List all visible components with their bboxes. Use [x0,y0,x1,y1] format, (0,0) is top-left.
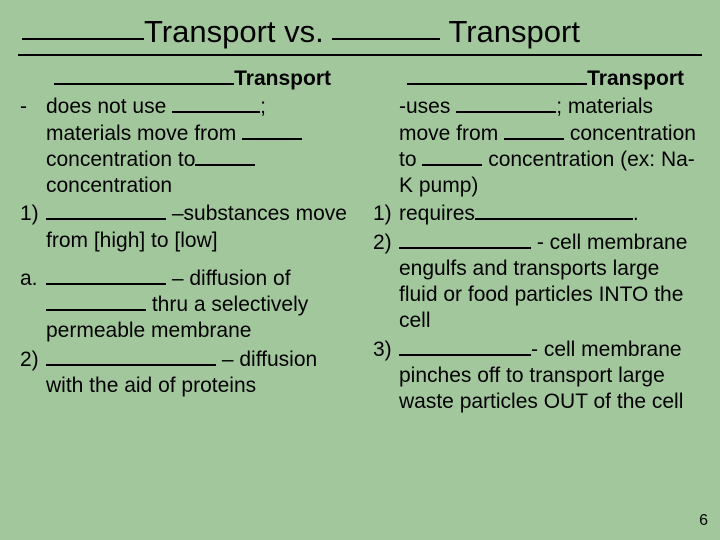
title-blank-2 [332,38,440,40]
slide-title: Transport vs. Transport [18,14,702,50]
right-header: Transport [371,66,702,92]
left-items: -does not use ; materials move from conc… [18,94,349,399]
fill-blank [422,148,482,166]
list-item: -does not use ; materials move from conc… [18,94,349,199]
item-text: -uses ; materials move from concentratio… [399,94,702,199]
fill-blank [46,202,166,220]
fill-blank [504,122,564,140]
list-item: 1)requires. [371,201,702,227]
fill-blank [242,122,302,140]
title-blank-1 [22,38,144,40]
page-number: 6 [699,512,708,530]
left-header: Transport [18,66,349,92]
bullet: 3) [371,337,399,416]
fill-blank [399,338,531,356]
right-items: -uses ; materials move from concentratio… [371,94,702,415]
left-header-blank [54,83,234,85]
fill-blank [46,267,166,285]
fill-blank [46,348,216,366]
fill-blank [456,95,556,113]
bullet: 1) [18,201,46,254]
list-item: 3)- cell membrane pinches off to transpo… [371,337,702,416]
fill-blank [172,95,260,113]
left-column: Transport -does not use ; materials move… [18,66,349,417]
item-text: – diffusion with the aid of proteins [46,347,349,400]
list-item: a. – diffusion of thru a selectively per… [18,266,349,345]
item-text: does not use ; materials move from conce… [46,94,349,199]
list-item: -uses ; materials move from concentratio… [371,94,702,199]
fill-blank [46,293,146,311]
bullet: a. [18,266,46,345]
title-word-2: Transport [448,14,580,49]
bullet: 2) [18,347,46,400]
item-text: –substances move from [high] to [low] [46,201,349,254]
list-item: 2) – diffusion with the aid of proteins [18,347,349,400]
fill-blank [475,202,633,220]
bullet: - [18,94,46,199]
spacer [18,256,349,266]
item-text: - cell membrane engulfs and transports l… [399,230,702,335]
right-header-blank [407,83,587,85]
bullet: 1) [371,201,399,227]
slide: Transport vs. Transport Transport -does … [0,0,720,540]
fill-blank [399,231,531,249]
right-column: Transport -uses ; materials move from co… [371,66,702,417]
item-text: - cell membrane pinches off to transport… [399,337,702,416]
list-item: 1) –substances move from [high] to [low] [18,201,349,254]
right-header-text: Transport [587,67,684,90]
list-item: 2) - cell membrane engulfs and transport… [371,230,702,335]
title-vs: vs. [284,14,324,49]
left-header-text: Transport [234,67,331,90]
item-text: requires. [399,201,702,227]
title-underline [18,54,702,56]
item-text: – diffusion of thru a selectively permea… [46,266,349,345]
bullet: 2) [371,230,399,335]
fill-blank [195,148,255,166]
columns: Transport -does not use ; materials move… [18,66,702,417]
bullet [371,94,399,199]
title-word-1: Transport [144,14,276,49]
